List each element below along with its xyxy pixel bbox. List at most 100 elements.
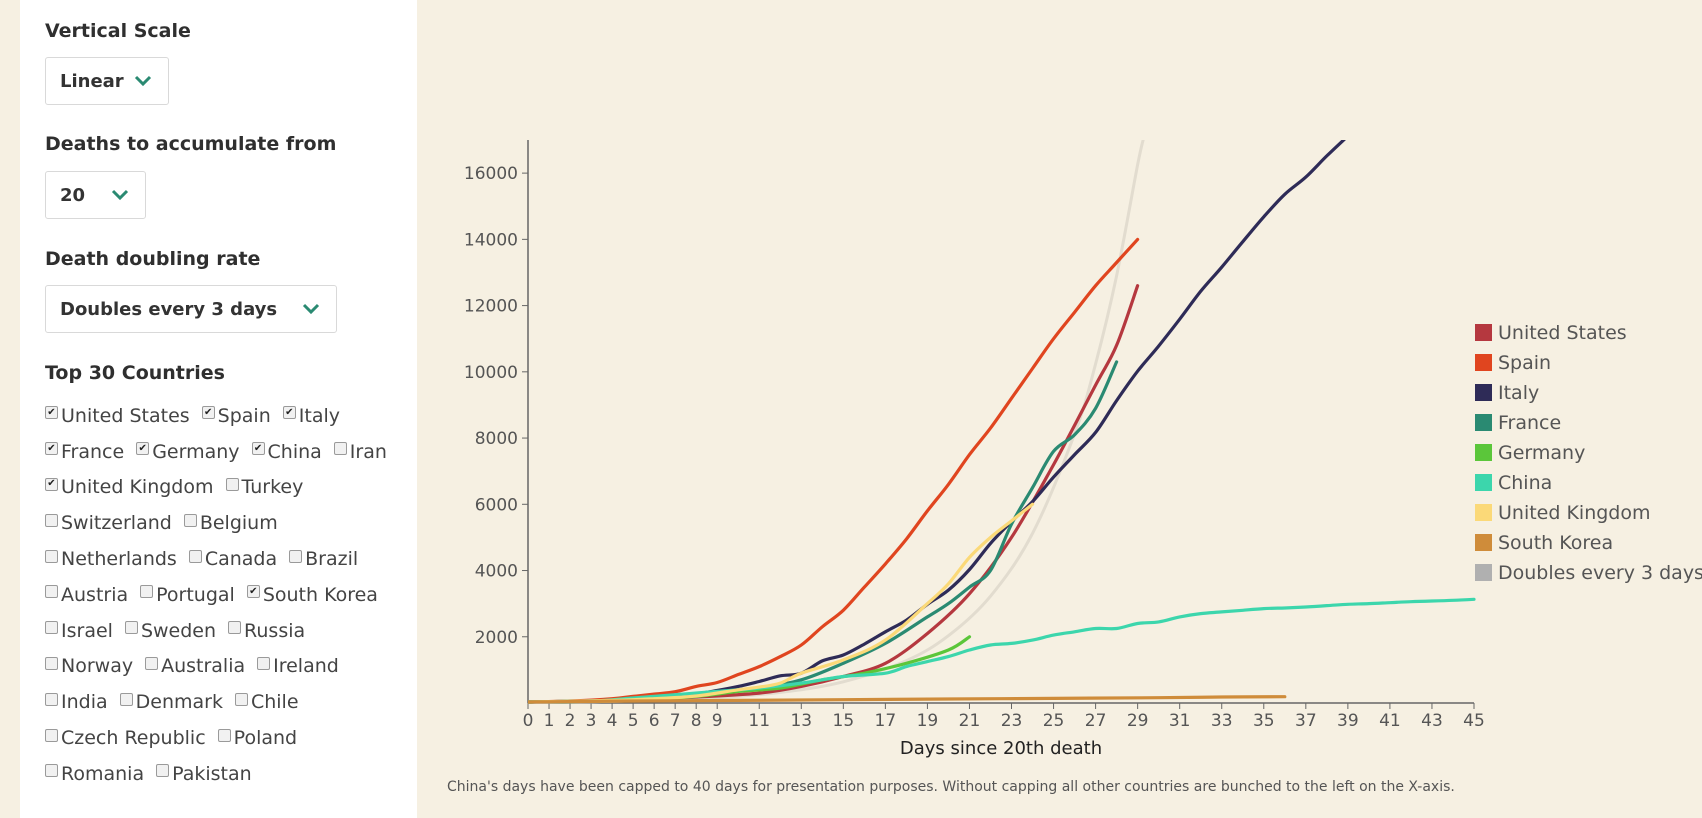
checkbox-unchecked-icon[interactable] — [333, 442, 347, 456]
legend-swatch[interactable] — [1475, 444, 1492, 461]
country-checkbox-united-states[interactable]: ✔ United States — [45, 405, 190, 427]
checkbox-unchecked-icon[interactable] — [257, 656, 271, 670]
x-tick-label: 29 — [1127, 711, 1149, 731]
checkbox-checked-icon[interactable]: ✔ — [282, 406, 296, 420]
country-label: China — [267, 440, 322, 463]
x-axis-title: Days since 20th death — [900, 738, 1102, 759]
checkbox-unchecked-icon[interactable] — [289, 549, 303, 563]
x-tick-label: 45 — [1463, 711, 1485, 731]
checkbox-unchecked-icon[interactable] — [45, 656, 58, 670]
country-checkbox-chile[interactable]: Chile — [234, 691, 299, 713]
legend-swatch[interactable] — [1475, 384, 1492, 401]
deaths-from-select[interactable]: 20 — [45, 171, 146, 219]
country-checkbox-united-kingdom[interactable]: ✔ United Kingdom — [45, 476, 214, 498]
checkbox-unchecked-icon[interactable] — [45, 585, 58, 599]
legend-swatch[interactable] — [1475, 534, 1492, 551]
country-row: India Denmark Chile — [45, 684, 405, 720]
checkbox-unchecked-icon[interactable] — [45, 621, 58, 635]
checkbox-unchecked-icon[interactable] — [45, 549, 58, 563]
country-checkbox-turkey[interactable]: Turkey — [225, 476, 303, 498]
country-checkbox-brazil[interactable]: Brazil — [289, 548, 358, 570]
country-label: Portugal — [156, 583, 235, 606]
legend-label[interactable]: France — [1498, 412, 1561, 434]
checkbox-checked-icon[interactable]: ✔ — [246, 585, 260, 599]
country-row: ✔ United States ✔ Spain ✔ Italy — [45, 398, 405, 434]
checkbox-checked-icon[interactable]: ✔ — [251, 442, 265, 456]
checkbox-unchecked-icon[interactable] — [124, 621, 138, 635]
series-line-spain — [528, 237, 1140, 704]
checkbox-unchecked-icon[interactable] — [45, 764, 58, 778]
legend-swatch[interactable] — [1475, 504, 1492, 521]
country-checkbox-south-korea[interactable]: ✔ South Korea — [246, 584, 378, 606]
checkbox-checked-icon[interactable]: ✔ — [136, 442, 150, 456]
checkbox-unchecked-icon[interactable] — [119, 692, 133, 706]
country-checkbox-italy[interactable]: ✔ Italy — [282, 405, 340, 427]
legend-label[interactable]: Doubles every 3 days — [1498, 562, 1702, 584]
x-tick-label: 39 — [1337, 711, 1359, 731]
legend-label[interactable]: South Korea — [1498, 532, 1613, 554]
checkbox-unchecked-icon[interactable] — [156, 764, 170, 778]
x-tick-label: 37 — [1295, 711, 1317, 731]
vertical-scale-select[interactable]: Linear — [45, 57, 169, 105]
country-label: Spain — [217, 404, 271, 427]
checkbox-unchecked-icon[interactable] — [45, 513, 58, 527]
country-checkbox-denmark[interactable]: Denmark — [119, 691, 223, 713]
legend-label[interactable]: China — [1498, 472, 1552, 494]
checkbox-unchecked-icon[interactable] — [140, 585, 154, 599]
country-checkbox-spain[interactable]: ✔ Spain — [201, 404, 271, 427]
checkbox-unchecked-icon[interactable] — [228, 621, 242, 635]
country-checkbox-israel[interactable]: Israel — [45, 620, 113, 642]
country-checkbox-france[interactable]: ✔ France — [45, 441, 124, 463]
checkbox-unchecked-icon[interactable] — [45, 692, 58, 706]
checkbox-unchecked-icon[interactable] — [145, 656, 159, 670]
country-checkbox-romania[interactable]: Romania — [45, 763, 144, 785]
legend-swatch[interactable] — [1475, 324, 1492, 341]
country-checkbox-portugal[interactable]: Portugal — [140, 584, 235, 606]
legend-label[interactable]: Germany — [1498, 442, 1585, 464]
legend-label[interactable]: United Kingdom — [1498, 502, 1651, 524]
country-checkbox-austria[interactable]: Austria — [45, 584, 128, 606]
country-checkbox-belgium[interactable]: Belgium — [183, 512, 278, 534]
checkbox-checked-icon[interactable]: ✔ — [201, 406, 215, 420]
x-tick-label: 25 — [1043, 711, 1065, 731]
checkbox-checked-icon[interactable]: ✔ — [45, 442, 58, 456]
country-checkbox-germany[interactable]: ✔ Germany — [136, 441, 240, 463]
country-checkbox-sweden[interactable]: Sweden — [124, 620, 216, 642]
checkbox-unchecked-icon[interactable] — [188, 549, 202, 563]
legend-swatch[interactable] — [1475, 564, 1492, 581]
country-row: ✔ France ✔ Germany ✔ China Iran — [45, 434, 405, 470]
checkbox-checked-icon[interactable]: ✔ — [45, 477, 58, 491]
doubling-rate-select[interactable]: Doubles every 3 days — [45, 285, 337, 333]
legend-swatch[interactable] — [1475, 354, 1492, 371]
legend-swatch[interactable] — [1475, 414, 1492, 431]
checkbox-unchecked-icon[interactable] — [183, 513, 197, 527]
country-checkbox-switzerland[interactable]: Switzerland — [45, 512, 172, 534]
chevron-down-icon — [132, 70, 154, 92]
country-checkbox-netherlands[interactable]: Netherlands — [45, 548, 177, 570]
x-tick-label: 5 — [628, 711, 639, 731]
country-label: Poland — [233, 727, 298, 750]
legend-label[interactable]: Italy — [1498, 382, 1539, 404]
country-checkbox-russia[interactable]: Russia — [228, 620, 305, 642]
country-checkbox-pakistan[interactable]: Pakistan — [156, 763, 252, 785]
country-checkbox-australia[interactable]: Australia — [145, 655, 245, 677]
legend-swatch[interactable] — [1475, 474, 1492, 491]
country-checkbox-iran[interactable]: Iran — [333, 441, 387, 463]
country-checkbox-poland[interactable]: Poland — [217, 727, 298, 750]
country-checkbox-czech-republic[interactable]: Czech Republic — [45, 727, 206, 749]
checkbox-checked-icon[interactable]: ✔ — [45, 406, 58, 420]
country-checkbox-norway[interactable]: Norway — [45, 655, 133, 677]
checkbox-unchecked-icon[interactable] — [234, 692, 248, 706]
country-checkbox-ireland[interactable]: Ireland — [257, 655, 339, 677]
legend-label[interactable]: Spain — [1498, 352, 1551, 374]
legend-label[interactable]: United States — [1498, 322, 1627, 344]
checkbox-unchecked-icon[interactable] — [225, 477, 239, 491]
checkbox-unchecked-icon[interactable] — [45, 728, 58, 742]
x-tick-label: 13 — [790, 711, 812, 731]
checkbox-unchecked-icon[interactable] — [217, 728, 231, 742]
country-checkbox-india[interactable]: India — [45, 691, 108, 713]
country-checkbox-canada[interactable]: Canada — [188, 548, 277, 570]
country-checkbox-china[interactable]: ✔ China — [251, 440, 322, 463]
country-row: Austria Portugal ✔ South Korea — [45, 577, 405, 613]
series-line-italy — [528, 140, 1346, 704]
